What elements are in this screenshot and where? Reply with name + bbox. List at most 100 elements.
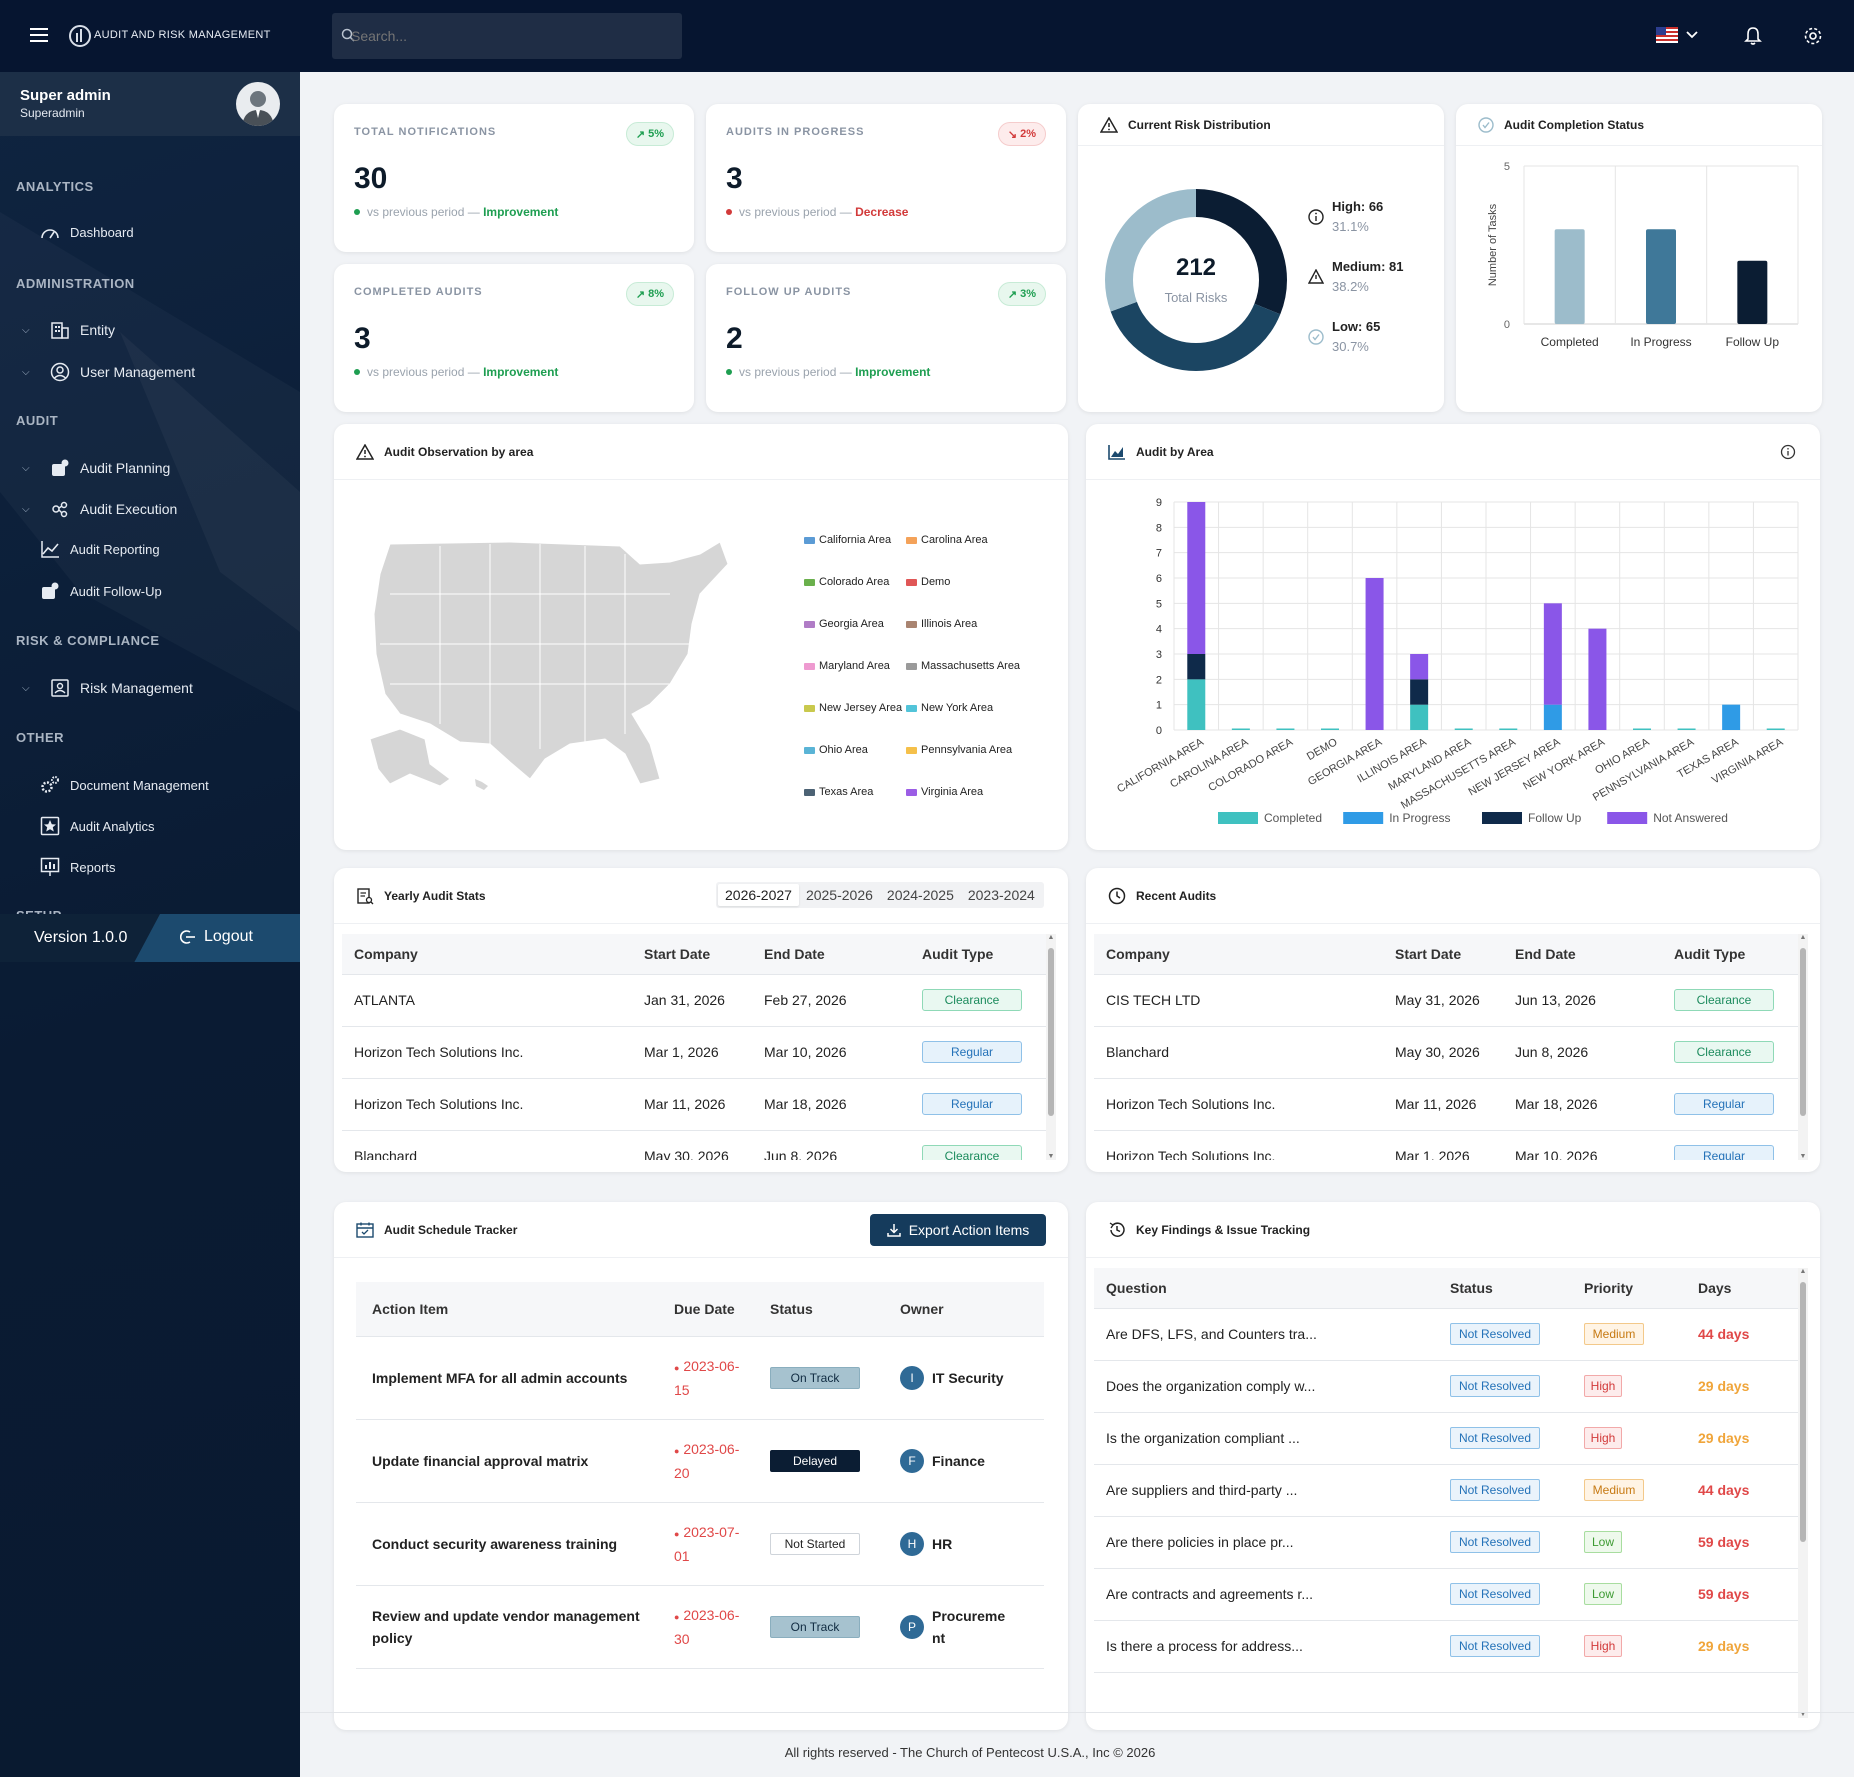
table-row[interactable]: Blanchard May 30, 2026 Jun 8, 2026 Clear…	[1094, 1026, 1798, 1078]
cell-company: Blanchard	[354, 1148, 418, 1160]
table-row[interactable]: Conduct security awareness training ● 20…	[356, 1502, 1044, 1585]
column-header[interactable]: Due Date	[674, 1300, 735, 1317]
column-header[interactable]: Start Date	[1395, 945, 1462, 962]
column-header[interactable]: Question	[1106, 1279, 1167, 1296]
table-row[interactable]: Review and update vendor management polic…	[356, 1585, 1044, 1668]
stat-card-completed-audits[interactable]: COMPLETED AUDITS ↗ 8% 3 vs previous perio…	[334, 264, 694, 412]
column-header[interactable]: End Date	[764, 945, 825, 962]
scrollbar-thumb[interactable]	[1800, 1282, 1806, 1542]
cell-company: Horizon Tech Solutions Inc.	[1106, 1148, 1276, 1160]
table-row[interactable]: Are contracts and agreements r... Not Res…	[1094, 1568, 1798, 1620]
legend-item[interactable]: Demo	[906, 576, 950, 588]
scroll-down-arrow[interactable]: ▼	[1799, 1153, 1807, 1160]
tab-2025-2026[interactable]: 2025-2026	[805, 887, 873, 903]
scroll-up-arrow[interactable]: ▲	[1799, 934, 1807, 941]
sidebar-item-entity[interactable]: ⌵ Entity	[22, 321, 115, 339]
table-row[interactable]: Horizon Tech Solutions Inc. Mar 1, 2026 …	[342, 1026, 1046, 1078]
scrollbar-thumb[interactable]	[1800, 948, 1806, 1116]
tab-2024-2025[interactable]: 2024-2025	[886, 887, 954, 903]
tab-2026-2027[interactable]: 2026-2027	[718, 884, 799, 906]
legend-item[interactable]: California Area	[804, 534, 891, 546]
stat-card-follow-up-audits[interactable]: FOLLOW UP AUDITS ↗ 3% 2 vs previous perio…	[706, 264, 1066, 412]
legend-item[interactable]: Illinois Area	[906, 618, 977, 630]
scrollbar-thumb[interactable]	[1048, 948, 1054, 1116]
column-header[interactable]: Start Date	[644, 945, 711, 962]
usa-map[interactable]	[370, 534, 730, 794]
legend-item[interactable]: Pennsylvania Area	[906, 744, 1012, 756]
table-row[interactable]: Horizon Tech Solutions Inc. Mar 11, 2026…	[1094, 1078, 1798, 1130]
sidebar-item-audit-follow-up[interactable]: Audit Follow-Up	[40, 581, 162, 601]
table-row[interactable]: Are suppliers and third-party ... Not Res…	[1094, 1464, 1798, 1516]
column-header[interactable]: Days	[1698, 1279, 1732, 1296]
export-action-items-button[interactable]: Export Action Items	[870, 1214, 1046, 1246]
table-row[interactable]: Are there policies in place pr... Not Res…	[1094, 1516, 1798, 1568]
table-row[interactable]: CIS TECH LTD May 31, 2026 Jun 13, 2026 C…	[1094, 974, 1798, 1026]
stat-card-total-notifications[interactable]: TOTAL NOTIFICATIONS ↗ 5% 30 vs previous p…	[334, 104, 694, 252]
table-row[interactable]: Does the organization comply w... Not Res…	[1094, 1360, 1798, 1412]
legend-item[interactable]: New Jersey Area	[804, 702, 902, 714]
sidebar-item-user-management[interactable]: ⌵ User Management	[22, 362, 195, 382]
column-header[interactable]: Audit Type	[1674, 945, 1746, 962]
clipboard-search-icon	[357, 887, 374, 904]
sidebar-item-audit-analytics[interactable]: Audit Analytics	[40, 816, 155, 836]
legend-item[interactable]: Texas Area	[804, 786, 873, 798]
bell-icon[interactable]	[1744, 26, 1762, 46]
sidebar-item-dashboard[interactable]: Dashboard	[40, 224, 134, 240]
legend-item[interactable]: Ohio Area	[804, 744, 868, 756]
sidebar-item-risk-management[interactable]: ⌵ Risk Management	[22, 678, 193, 698]
hamburger-menu-icon[interactable]	[30, 28, 48, 42]
scrollbar[interactable]: ▲ ▼	[1798, 1268, 1808, 1718]
column-header[interactable]: Action Item	[372, 1300, 449, 1317]
column-header[interactable]: Status	[770, 1300, 813, 1317]
avatar[interactable]	[236, 82, 280, 126]
legend-item[interactable]: Virginia Area	[906, 786, 983, 798]
table-row[interactable]: Horizon Tech Solutions Inc. Mar 11, 2026…	[342, 1078, 1046, 1130]
column-header[interactable]: Priority	[1584, 1279, 1634, 1296]
legend-item[interactable]: Maryland Area	[804, 660, 890, 672]
sidebar-item-audit-reporting[interactable]: Audit Reporting	[40, 540, 160, 558]
column-header[interactable]: End Date	[1515, 945, 1576, 962]
table-row[interactable]: Are DFS, LFS, and Counters tra... Not Res…	[1094, 1308, 1798, 1360]
info-circle-icon[interactable]	[1780, 444, 1796, 460]
stat-card-audits-in-progress[interactable]: AUDITS IN PROGRESS ↘ 2% 3 vs previous per…	[706, 104, 1066, 252]
table-row[interactable]: Horizon Tech Solutions Inc. Mar 1, 2026 …	[1094, 1130, 1798, 1160]
table-row[interactable]: Implement MFA for all admin accounts ● 2…	[356, 1336, 1044, 1419]
scroll-up-arrow[interactable]: ▲	[1047, 934, 1055, 941]
scroll-down-arrow[interactable]: ▼	[1047, 1153, 1055, 1160]
table-row[interactable]: Is the organization compliant ... Not Res…	[1094, 1412, 1798, 1464]
scrollbar[interactable]: ▲ ▼	[1798, 934, 1808, 1160]
search-input[interactable]	[351, 25, 651, 47]
language-selector[interactable]	[1656, 27, 1698, 43]
legend-item[interactable]: Georgia Area	[804, 618, 884, 630]
sidebar-item-audit-planning[interactable]: ⌵ Audit Planning	[22, 458, 170, 478]
column-header[interactable]: Company	[354, 945, 418, 962]
table-row[interactable]: ATLANTA Jan 31, 2026 Feb 27, 2026 Cleara…	[342, 974, 1046, 1026]
brand-name[interactable]: AUDIT AND RISK MANAGEMENT	[94, 29, 271, 41]
table-row[interactable]: Is there a process for address... Not Res…	[1094, 1620, 1798, 1672]
risk-donut-chart[interactable]	[1104, 188, 1288, 372]
column-header[interactable]: Company	[1106, 945, 1170, 962]
table-row[interactable]: Blanchard May 30, 2026 Jun 8, 2026 Clear…	[342, 1130, 1046, 1160]
column-header[interactable]: Owner	[900, 1300, 944, 1317]
legend-item[interactable]: New York Area	[906, 702, 993, 714]
audit-completion-bar-chart[interactable]: 0 5 Completed In Progress Follow Up Number of…	[1456, 146, 1822, 406]
legend-item[interactable]: Massachusetts Area	[906, 660, 1020, 672]
owner-avatar: I	[900, 1365, 924, 1390]
column-header[interactable]: Audit Type	[922, 945, 994, 962]
column-header[interactable]: Status	[1450, 1279, 1493, 1296]
search-box[interactable]	[332, 13, 682, 59]
gear-icon[interactable]	[1803, 26, 1823, 46]
legend-item[interactable]: Colorado Area	[804, 576, 889, 588]
logout-button[interactable]: Logout	[180, 928, 253, 946]
sidebar-item-audit-execution[interactable]: ⌵ Audit Execution	[22, 499, 177, 519]
sidebar-item-document-management[interactable]: Document Management	[40, 775, 209, 795]
scroll-up-arrow[interactable]: ▲	[1799, 1268, 1807, 1275]
user-profile[interactable]: Super admin Superadmin	[0, 72, 300, 136]
table-row[interactable]: Update financial approval matrix ● 2023-…	[356, 1419, 1044, 1502]
tab-2023-2024[interactable]: 2023-2024	[967, 887, 1035, 903]
scroll-down-arrow[interactable]: ▼	[1799, 1711, 1807, 1718]
legend-item[interactable]: Carolina Area	[906, 534, 988, 546]
scrollbar[interactable]: ▲ ▼	[1046, 934, 1056, 1160]
sidebar-item-reports[interactable]: Reports	[40, 857, 116, 877]
